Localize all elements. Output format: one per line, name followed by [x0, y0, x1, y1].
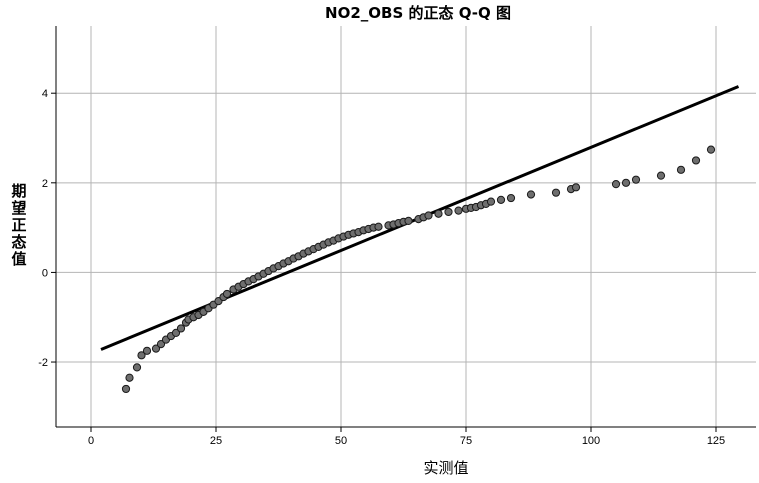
- data-point: [691, 156, 701, 165]
- data-point: [621, 178, 631, 187]
- data-point: [506, 193, 516, 203]
- data-point: [176, 324, 186, 333]
- data-point: [151, 344, 161, 353]
- x-axis-ticks: 0 25 50 75 100 125: [88, 427, 725, 447]
- data-points: [121, 145, 716, 394]
- data-point: [424, 211, 433, 220]
- data-point: [434, 209, 443, 218]
- data-point: [132, 363, 142, 372]
- x-tick-label: 100: [582, 435, 600, 447]
- data-point: [706, 145, 716, 154]
- data-point: [496, 195, 506, 204]
- data-point: [142, 346, 152, 355]
- data-point: [171, 328, 181, 338]
- data-point: [156, 340, 166, 349]
- data-point: [526, 190, 536, 199]
- data-point: [486, 197, 496, 206]
- data-point: [611, 180, 621, 189]
- x-tick-label: 125: [707, 435, 725, 447]
- y-axis-label: 期望正态值: [11, 182, 26, 268]
- x-tick-label: 75: [460, 435, 472, 447]
- x-tick-label: 25: [210, 435, 222, 447]
- data-point: [631, 175, 641, 184]
- data-point: [137, 351, 146, 360]
- chart-title: NO2_OBS 的正态 Q-Q 图: [325, 4, 511, 22]
- data-point: [121, 384, 131, 394]
- y-tick-label: 2: [42, 178, 48, 190]
- data-point: [404, 216, 413, 225]
- y-tick-label: 0: [42, 267, 48, 279]
- data-point: [125, 373, 134, 382]
- data-point: [222, 289, 232, 299]
- data-point: [551, 188, 561, 197]
- y-tick-label: -2: [38, 357, 48, 369]
- y-axis-ticks: -2 0 2 4: [38, 88, 56, 369]
- data-point: [676, 165, 686, 174]
- data-point: [374, 222, 383, 231]
- data-point: [571, 183, 581, 192]
- y-tick-label: 4: [42, 88, 48, 100]
- x-tick-label: 50: [335, 435, 347, 447]
- data-point: [454, 206, 463, 215]
- data-point: [444, 207, 453, 217]
- axes-frame: [55, 26, 756, 428]
- x-axis-label: 实测值: [423, 459, 468, 477]
- grid-lines: [56, 26, 756, 427]
- data-point: [656, 171, 666, 180]
- x-tick-label: 0: [88, 435, 94, 447]
